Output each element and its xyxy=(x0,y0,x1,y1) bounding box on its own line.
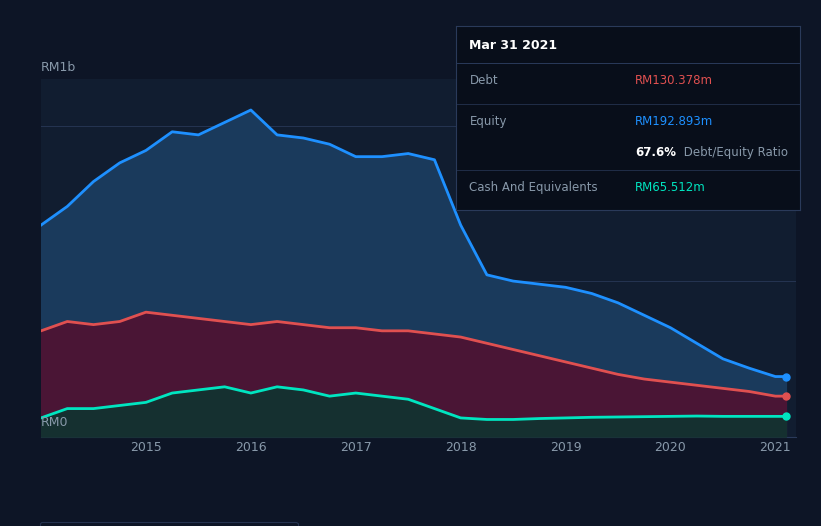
Text: RM65.512m: RM65.512m xyxy=(635,181,706,194)
Text: Equity: Equity xyxy=(470,115,507,128)
Text: RM1b: RM1b xyxy=(41,60,76,74)
Legend: Debt, Equity, Cash And Equivalents: Debt, Equity, Cash And Equivalents xyxy=(39,521,298,526)
Text: Debt/Equity Ratio: Debt/Equity Ratio xyxy=(680,146,788,159)
Text: RM130.378m: RM130.378m xyxy=(635,74,713,87)
Text: 67.6%: 67.6% xyxy=(635,146,676,159)
Text: Debt: Debt xyxy=(470,74,498,87)
Text: RM192.893m: RM192.893m xyxy=(635,115,713,128)
Text: Cash And Equivalents: Cash And Equivalents xyxy=(470,181,598,194)
Text: Mar 31 2021: Mar 31 2021 xyxy=(470,39,557,52)
Text: RM0: RM0 xyxy=(41,416,68,429)
